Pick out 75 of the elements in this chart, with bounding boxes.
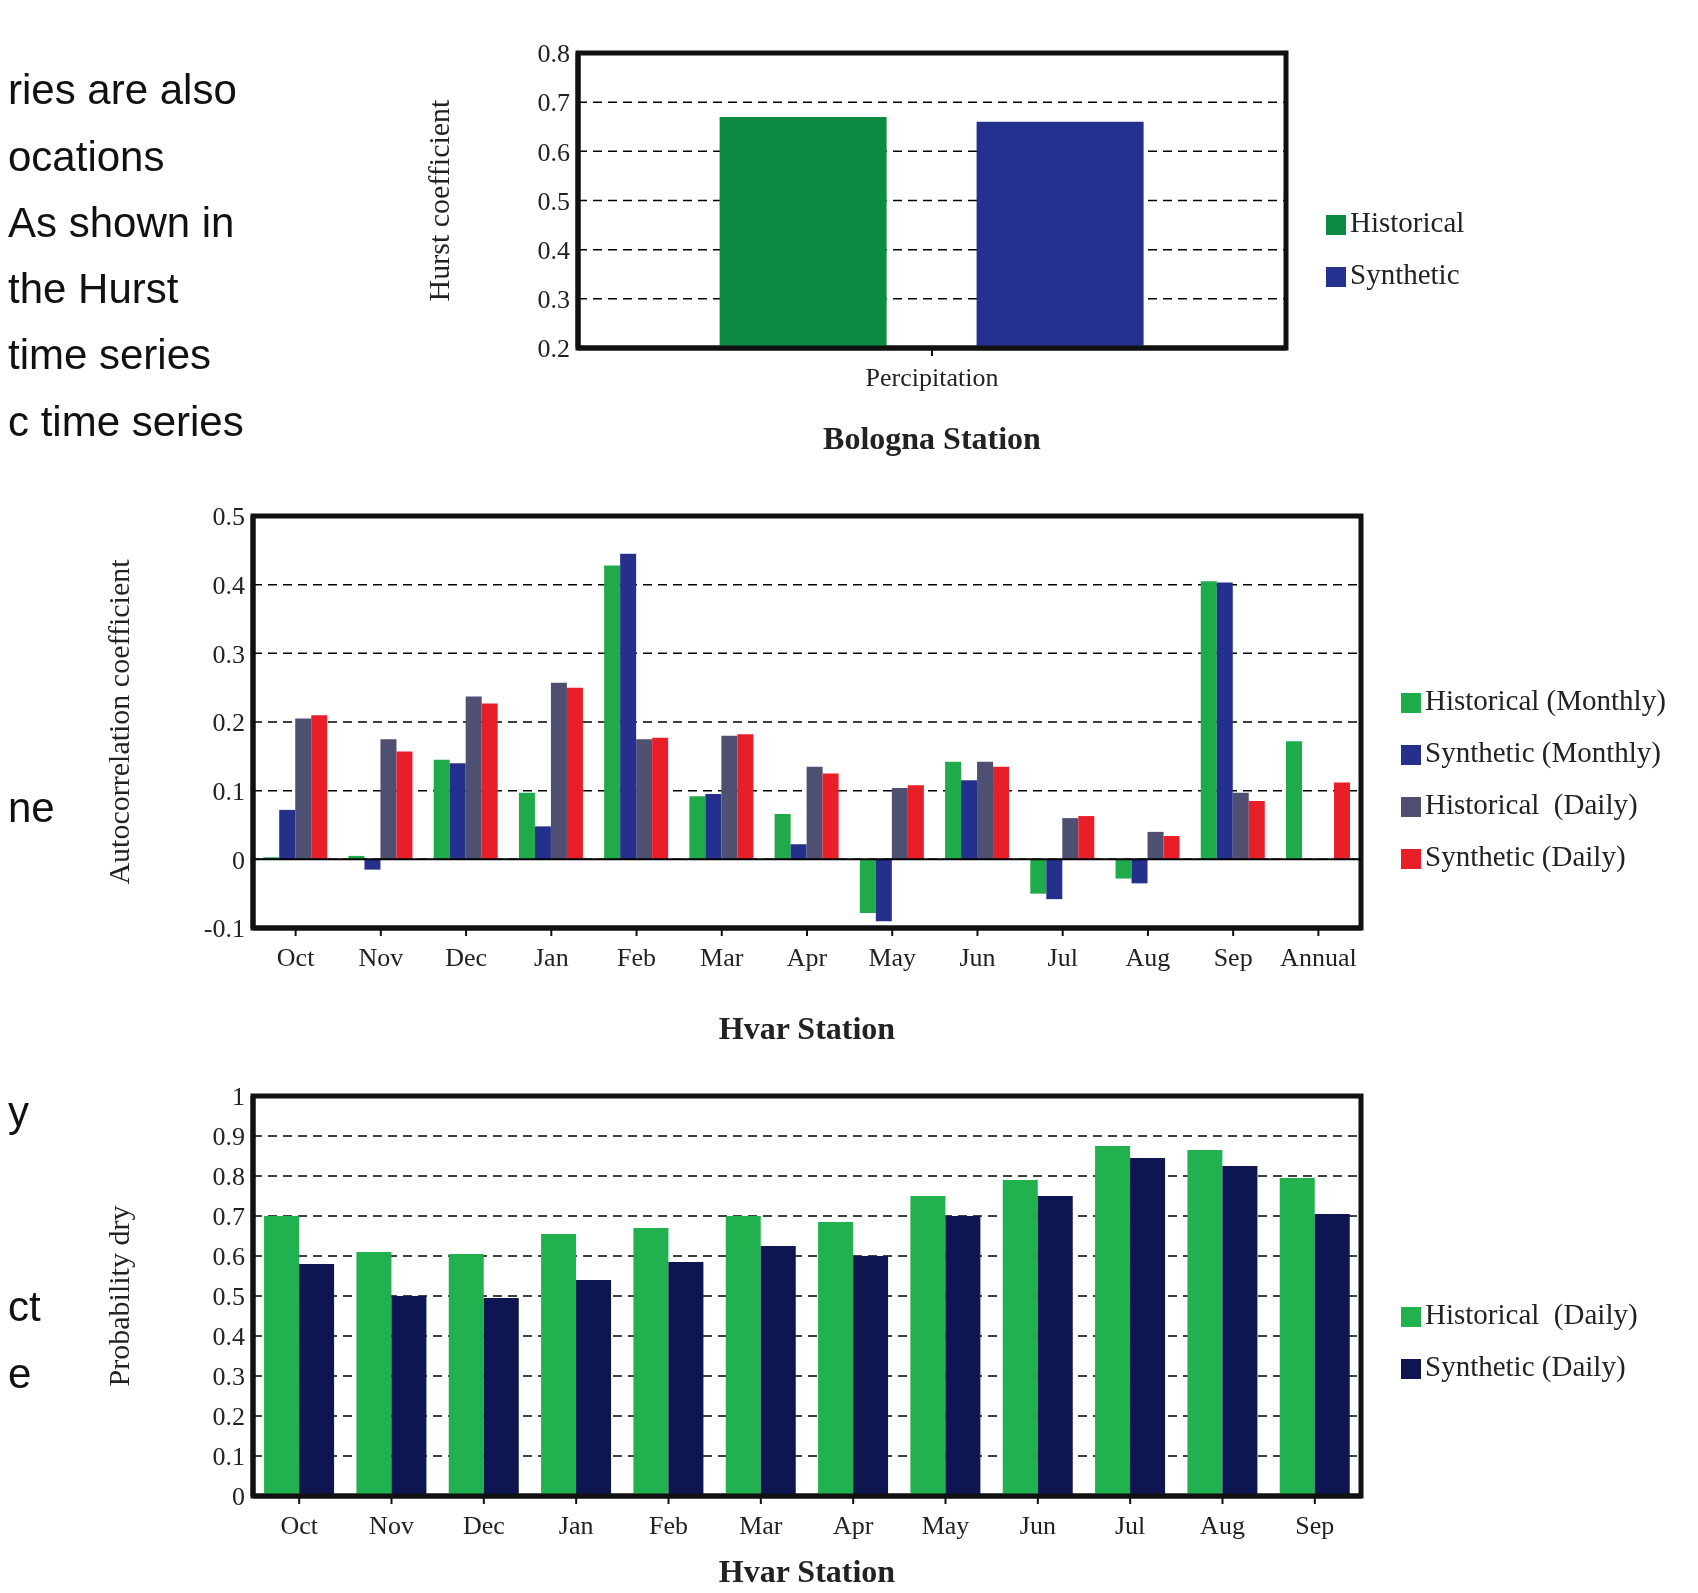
x-tick-label: Apr xyxy=(786,943,828,973)
legend-label: Synthetic (Monthly) xyxy=(1425,736,1662,768)
y-axis-title: Autocorrelation coefficient xyxy=(101,558,135,885)
y-tick-label: 0.4 xyxy=(212,570,245,600)
y-tick-label: 0.2 xyxy=(537,334,570,364)
y-tick-label: 0.4 xyxy=(212,1322,245,1352)
y-tick-label: 0.8 xyxy=(212,1162,245,1192)
text: c time series xyxy=(8,398,244,446)
y-tick-label: 0 xyxy=(232,1482,245,1512)
legend-label: Historical xyxy=(1350,206,1465,238)
y-tick-label: 0.9 xyxy=(212,1122,245,1152)
text: ries are also xyxy=(8,66,237,114)
x-tick-label: Nov xyxy=(369,1511,414,1541)
legend-label: Synthetic (Daily) xyxy=(1425,1349,1626,1382)
x-tick-label: Oct xyxy=(280,1511,319,1541)
text: y xyxy=(8,1088,29,1136)
y-tick-label: -0.1 xyxy=(203,914,245,944)
x-tick-label: Jun xyxy=(1019,1511,1056,1541)
y-tick-label: 0.6 xyxy=(212,1242,245,1272)
x-tick-label: Apr xyxy=(832,1511,874,1541)
x-tick-label: Sep xyxy=(1295,1511,1335,1541)
x-tick-label: Sep xyxy=(1213,943,1253,973)
x-tick-label: Feb xyxy=(617,943,657,973)
x-tick-label: Jul xyxy=(1114,1511,1146,1541)
y-tick-label: 0.4 xyxy=(537,235,570,265)
y-tick-label: 0.1 xyxy=(212,1442,245,1472)
x-tick-label: Percipitation xyxy=(865,363,999,393)
x-tick-label: Mar xyxy=(739,1511,783,1541)
y-tick-label: 0.3 xyxy=(537,285,570,315)
x-tick-label: Feb xyxy=(649,1511,688,1541)
y-axis-title: Probability dry xyxy=(101,1205,135,1387)
y-tick-label: 0.6 xyxy=(537,137,570,167)
x-tick-label: Aug xyxy=(1200,1511,1245,1541)
text: ocations xyxy=(8,133,165,181)
x-tick-label: Dec xyxy=(462,1511,505,1541)
y-tick-label: 1 xyxy=(232,1082,245,1112)
x-tick-label: Nov xyxy=(358,943,404,973)
y-tick-label: 0.8 xyxy=(537,39,570,69)
text: As shown in xyxy=(8,199,235,247)
text: Bologna Station xyxy=(822,420,1042,457)
text: the Hurst xyxy=(8,265,179,313)
x-tick-label: Aug xyxy=(1125,943,1171,973)
y-tick-label: 0.2 xyxy=(212,708,245,738)
y-tick-label: 0.7 xyxy=(212,1202,245,1232)
y-axis-title: Hurst coefficient xyxy=(421,98,455,302)
y-tick-label: 0.5 xyxy=(537,186,570,216)
y-tick-label: 0.1 xyxy=(212,776,245,806)
legend-label: Historical (Monthly) xyxy=(1425,684,1666,716)
x-tick-label: Dec xyxy=(445,943,488,973)
y-tick-label: 0.7 xyxy=(537,88,570,118)
x-tick-label: Jul xyxy=(1047,943,1078,973)
legend-label: Historical (Daily) xyxy=(1425,788,1638,820)
text: e xyxy=(8,1350,32,1398)
y-tick-label: 0.3 xyxy=(212,639,245,669)
text: Hvar Station xyxy=(717,1553,897,1590)
x-tick-label: Oct xyxy=(276,943,316,973)
y-tick-label: 0.5 xyxy=(212,502,245,532)
x-tick-label: May xyxy=(921,1511,970,1541)
x-tick-label: Jun xyxy=(959,943,996,973)
x-tick-label: Mar xyxy=(700,943,744,973)
x-tick-label: Jan xyxy=(533,943,569,973)
y-tick-label: 0.3 xyxy=(212,1362,245,1392)
x-tick-label: May xyxy=(868,943,917,973)
y-tick-label: 0.5 xyxy=(212,1282,245,1312)
text: Hvar Station xyxy=(717,1010,897,1047)
legend-label: Synthetic xyxy=(1350,258,1460,290)
text: ct xyxy=(8,1283,41,1331)
text: time series xyxy=(8,331,212,379)
x-tick-label: Annual xyxy=(1280,943,1357,973)
text: ne xyxy=(8,784,55,832)
legend-label: Synthetic (Daily) xyxy=(1425,840,1626,872)
x-tick-label: Jan xyxy=(558,1511,594,1541)
legend-label: Historical (Daily) xyxy=(1425,1297,1638,1330)
y-tick-label: 0.2 xyxy=(212,1402,245,1432)
y-tick-label: 0 xyxy=(232,845,245,875)
